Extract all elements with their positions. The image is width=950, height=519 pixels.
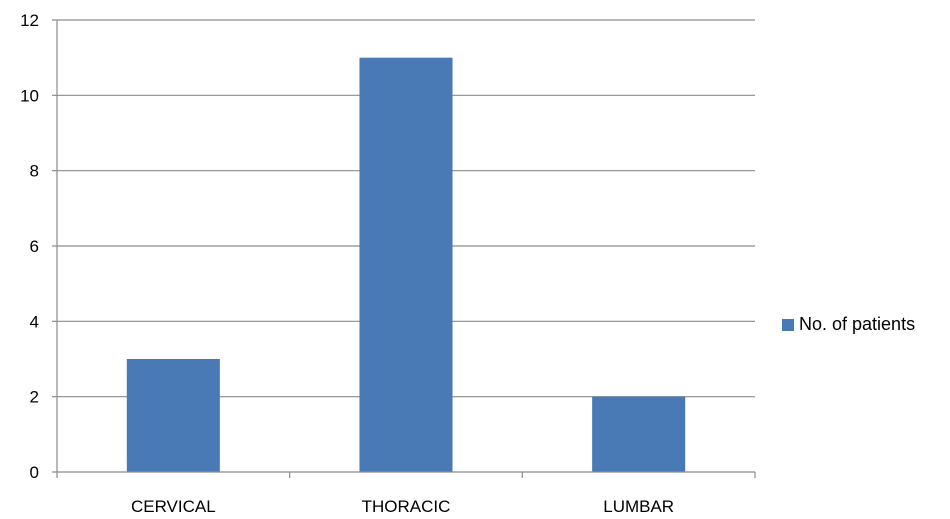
x-tick-label: CERVICAL (131, 497, 216, 516)
y-tick-label: 6 (30, 237, 39, 256)
y-tick-label: 12 (20, 11, 39, 30)
legend-swatch (782, 318, 794, 331)
y-tick-labels: 0 2 4 6 8 10 12 (20, 11, 39, 482)
y-tick-label: 2 (30, 388, 39, 407)
x-tick-label: LUMBAR (603, 497, 674, 516)
bar-cervical (126, 359, 220, 472)
x-tick-label: THORACIC (362, 497, 451, 516)
bars (126, 57, 686, 473)
y-tick-label: 8 (30, 162, 39, 181)
legend: No. of patients (782, 314, 915, 335)
y-tick-label: 0 (30, 463, 39, 482)
axes (52, 19, 756, 478)
y-tick-label: 4 (30, 312, 39, 331)
x-tick-labels: CERVICAL THORACIC LUMBAR (131, 497, 674, 516)
bar-thoracic (359, 57, 453, 473)
bar-lumbar (592, 396, 686, 472)
y-tick-label: 10 (20, 86, 39, 105)
legend-label: No. of patients (799, 314, 916, 334)
